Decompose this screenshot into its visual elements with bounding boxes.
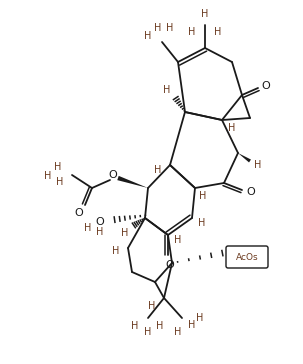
Text: O: O [108, 170, 117, 180]
Text: H: H [96, 227, 104, 237]
Text: H: H [188, 320, 196, 330]
Text: H: H [144, 327, 152, 337]
Text: H: H [156, 321, 164, 331]
Text: H: H [199, 191, 207, 201]
Text: H: H [214, 27, 222, 37]
Text: H: H [254, 160, 262, 170]
Text: H: H [174, 235, 182, 245]
Text: H: H [121, 228, 129, 238]
Text: H: H [84, 223, 92, 233]
Text: H: H [163, 85, 171, 95]
Text: H: H [44, 171, 52, 181]
Text: H: H [144, 31, 152, 41]
Text: AcOs: AcOs [236, 253, 258, 261]
Text: O: O [75, 208, 83, 218]
Text: H: H [112, 246, 120, 256]
FancyBboxPatch shape [226, 246, 268, 268]
Text: O: O [96, 217, 104, 227]
Text: O: O [166, 260, 174, 270]
Text: H: H [154, 165, 162, 175]
Text: H: H [131, 321, 139, 331]
Text: O: O [247, 187, 255, 197]
Text: H: H [228, 123, 236, 133]
Polygon shape [238, 153, 251, 162]
Text: H: H [154, 23, 162, 33]
Text: H: H [56, 177, 64, 187]
Text: H: H [198, 218, 206, 228]
Text: H: H [188, 27, 196, 37]
Text: H: H [166, 23, 174, 33]
Text: H: H [196, 313, 204, 323]
Text: O: O [261, 81, 270, 91]
Polygon shape [117, 176, 148, 188]
Text: H: H [174, 327, 182, 337]
Text: H: H [148, 301, 156, 311]
Text: H: H [54, 162, 62, 172]
Text: H: H [201, 9, 209, 19]
